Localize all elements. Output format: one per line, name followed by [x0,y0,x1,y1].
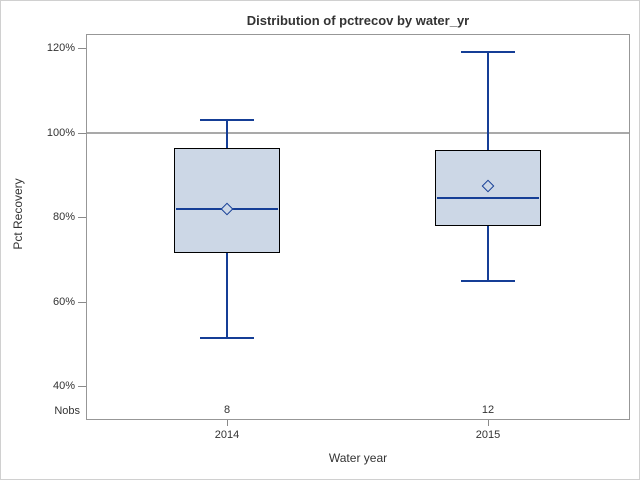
x-tick-label-2015: 2015 [475,429,501,441]
plot-area [86,34,630,420]
y-tick-label: 120% [46,42,75,54]
whisker-cap-lower-2015 [461,279,515,282]
y-tick-label: 100% [46,126,75,139]
nobs-count-2015: 12 [481,404,495,416]
y-tick-label: 40% [52,380,75,392]
y-tick-label: 60% [52,295,75,308]
y-tick-label: 80% [52,211,75,223]
nobs-row-label: Nobs [54,405,80,417]
box-2014 [174,147,280,253]
whisker-lower-2014 [226,253,228,338]
median-line-2015 [437,197,539,199]
x-axis-title: Water year [328,451,388,465]
y-axis-title: Pct Recovery [11,178,25,250]
whisker-upper-2015 [487,52,489,150]
reference-line-100 [87,131,629,134]
x-tick-mark-2014 [227,420,228,426]
whisker-cap-upper-2014 [200,119,254,121]
whisker-upper-2014 [226,120,228,148]
y-tick-mark [78,301,86,303]
y-tick-mark [78,217,86,218]
y-tick-mark [78,132,86,134]
y-tick-mark [78,386,86,387]
y-tick-mark [78,48,86,49]
whisker-cap-upper-2015 [461,51,515,53]
whisker-lower-2015 [487,225,489,281]
x-tick-label-2014: 2014 [214,429,240,441]
whisker-cap-lower-2014 [200,336,254,339]
nobs-count-2014: 8 [223,404,231,416]
chart-title: Distribution of pctrecov by water_yr [246,13,470,28]
x-tick-mark-2015 [488,420,489,426]
